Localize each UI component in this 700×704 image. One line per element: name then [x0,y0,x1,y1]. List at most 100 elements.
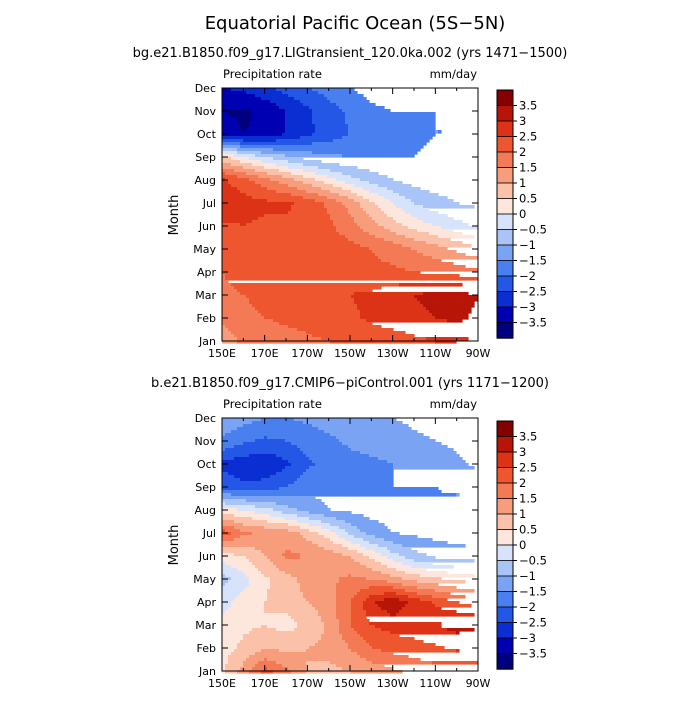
units-label: mm/day [430,67,478,81]
field-cell [222,424,244,428]
colorbar-box [496,622,514,639]
field-cell [279,181,304,185]
field-cell [423,304,475,308]
field-cell [231,184,262,188]
field-cell [360,634,400,638]
y-tick-label: Jan [198,335,216,348]
field-cell [324,547,349,551]
field-cell [318,640,346,644]
field-cell [351,625,376,629]
field-cell [222,496,316,500]
field-cell [237,121,250,125]
colorbar: 3.53 2.52 1.51 0.50 −0.5−1 −1.5−2 −2.5−3 −3.5 [496,420,547,670]
field-cell [234,553,265,557]
field-cell [306,670,352,674]
field-cell [222,100,271,104]
field-cell [243,634,322,638]
field-cell [258,175,283,179]
field-cell [360,310,430,314]
field-cell [333,223,358,227]
x-tick-label: 110W [419,677,451,690]
field-cell [222,298,250,302]
field-cell [243,589,268,593]
field-cell [360,589,406,593]
field-cell [369,199,391,203]
field-cell [261,571,286,575]
field-cell [279,169,304,173]
field-cell [222,541,313,545]
field-cell [267,172,292,176]
field-cell [270,100,301,104]
colorbar-label: 2.5 [519,461,537,475]
field-cell [396,568,427,572]
field-cell [225,448,301,452]
field-cell [243,523,289,527]
field-cell [339,631,358,635]
field-cell [411,214,448,218]
x-tick-label: 150W [334,347,366,360]
field-cell [351,295,415,299]
field-cell [222,430,232,434]
field-cell [261,649,280,653]
field-cell [255,547,325,551]
field-cell [246,130,286,134]
field-cell [222,451,304,455]
field-cell [369,622,442,626]
field-cell [279,322,373,326]
field-cell [222,472,229,476]
field-cell [321,520,346,524]
field-cell [222,244,361,248]
field-cell [315,130,349,134]
y-tick-label: Mar [195,619,216,632]
field-cell [387,580,418,584]
field-cell [264,607,316,611]
field-cell [294,628,325,632]
field-cell [276,454,307,458]
field-cell [339,628,355,632]
field-cell [345,640,367,644]
field-cell [336,103,376,107]
field-cell [222,670,226,674]
field-cell [321,619,340,623]
field-cell [432,313,469,317]
field-cell [375,601,409,605]
field-cell [222,445,235,449]
field-cell [222,103,277,107]
field-cell [222,334,235,338]
field-cell [246,499,322,503]
field-cell [294,619,322,623]
field-cell [366,640,424,644]
field-cell [222,88,232,92]
field-cell [276,163,304,167]
field-cell [351,598,367,602]
field-cell [345,181,370,185]
field-cell [342,202,361,206]
field-cell [255,307,358,311]
field-cell [234,169,256,173]
field-cell [399,283,463,287]
field-cell [351,670,403,674]
field-cell [222,640,241,644]
field-cell [234,598,268,602]
field-cell [363,187,388,191]
field-cell [435,589,475,593]
field-cell [405,211,439,215]
field-cell [318,613,337,617]
field-cell [336,226,361,230]
field-cell [234,538,307,542]
field-cell [222,142,241,146]
field-cell [225,325,289,329]
field-cell [318,166,358,170]
field-cell [357,223,379,227]
field-cell [330,661,373,665]
field-cell [321,637,343,641]
field-cell [222,514,235,518]
field-cell [294,418,397,422]
field-cell [363,553,382,557]
field-cell [255,652,358,656]
colorbar-box [496,136,514,153]
field-cell [396,265,466,269]
field-cell [252,421,304,425]
field-cell [297,187,322,191]
colorbar-box [496,591,514,608]
